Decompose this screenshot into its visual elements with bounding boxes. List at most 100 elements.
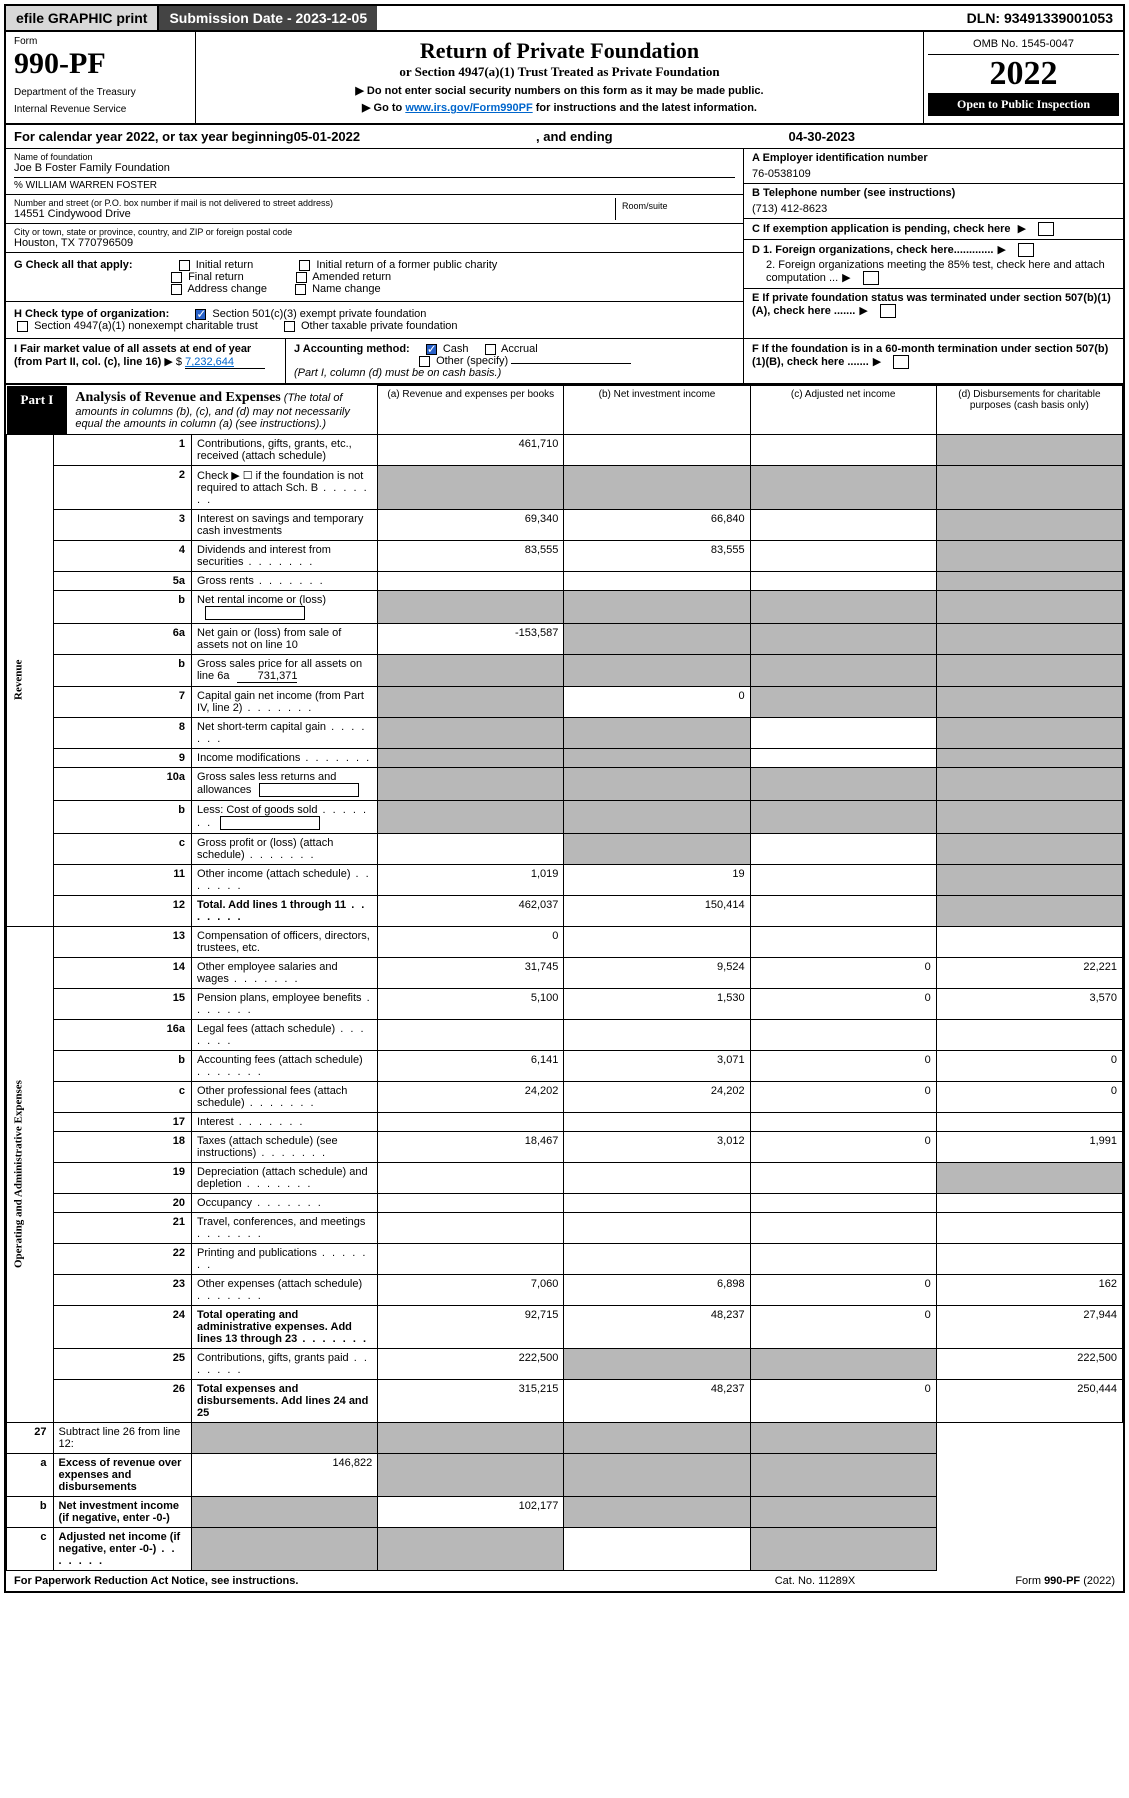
line-desc: Interest . . . . . . . xyxy=(192,1112,378,1131)
cell-a: 146,822 xyxy=(192,1453,378,1496)
line-desc: Interest on savings and temporary cash i… xyxy=(192,509,378,540)
line-number: 24 xyxy=(53,1305,191,1348)
cell-b xyxy=(564,623,750,654)
cell-a: 18,467 xyxy=(378,1131,564,1162)
efile-print[interactable]: efile GRAPHIC print xyxy=(6,6,159,30)
line-desc: Less: Cost of goods sold . . . . . . . xyxy=(192,800,378,833)
line-number: 5a xyxy=(53,571,191,590)
col-b-header: (b) Net investment income xyxy=(564,386,750,435)
cell-b xyxy=(564,926,750,957)
line-number: 21 xyxy=(53,1212,191,1243)
cell-c xyxy=(564,1527,750,1570)
submission-date: Submission Date - 2023-12-05 xyxy=(159,6,377,30)
cell-a xyxy=(192,1527,378,1570)
accrual-checkbox[interactable] xyxy=(485,344,496,355)
cell-d: 1,991 xyxy=(936,1131,1122,1162)
line-desc: Total operating and administrative expen… xyxy=(192,1305,378,1348)
cell-b xyxy=(564,1348,750,1379)
final-return-checkbox[interactable] xyxy=(171,272,182,283)
line-number: 9 xyxy=(53,748,191,767)
line-number: b xyxy=(53,800,191,833)
section-label: Operating and Administrative Expenses xyxy=(7,926,54,1422)
line-desc: Gross sales less returns and allowances xyxy=(192,767,378,800)
cell-b: 1,530 xyxy=(564,988,750,1019)
cell-b: 66,840 xyxy=(564,509,750,540)
line-number: 17 xyxy=(53,1112,191,1131)
line-number: 1 xyxy=(53,434,191,465)
instructions-link[interactable]: www.irs.gov/Form990PF xyxy=(405,102,532,114)
d1-checkbox[interactable] xyxy=(1018,243,1034,257)
cell-c xyxy=(750,800,936,833)
line-desc: Pension plans, employee benefits . . . .… xyxy=(192,988,378,1019)
table-row: bNet investment income (if negative, ent… xyxy=(7,1496,1123,1527)
cell-b xyxy=(564,748,750,767)
line-number: 22 xyxy=(53,1243,191,1274)
cell-b xyxy=(564,1019,750,1050)
cell-b xyxy=(564,590,750,623)
cash-checkbox[interactable] xyxy=(426,344,437,355)
cell-d xyxy=(936,800,1122,833)
line-desc: Legal fees (attach schedule) . . . . . .… xyxy=(192,1019,378,1050)
cell-a: 6,141 xyxy=(378,1050,564,1081)
form-page: efile GRAPHIC print Submission Date - 20… xyxy=(4,4,1125,1593)
line-number: 25 xyxy=(53,1348,191,1379)
cell-c xyxy=(750,833,936,864)
cell-a: 7,060 xyxy=(378,1274,564,1305)
line-desc: Accounting fees (attach schedule) . . . … xyxy=(192,1050,378,1081)
line-number: 19 xyxy=(53,1162,191,1193)
cell-a xyxy=(378,800,564,833)
table-row: 7Capital gain net income (from Part IV, … xyxy=(7,686,1123,717)
cell-a xyxy=(378,1243,564,1274)
table-row: 3Interest on savings and temporary cash … xyxy=(7,509,1123,540)
part1-table: Part I Analysis of Revenue and Expenses … xyxy=(6,385,1123,1571)
d2-checkbox[interactable] xyxy=(863,271,879,285)
table-row: 20Occupancy . . . . . . . xyxy=(7,1193,1123,1212)
cell-b xyxy=(564,1162,750,1193)
line-number: 23 xyxy=(53,1274,191,1305)
cell-d: 222,500 xyxy=(936,1348,1122,1379)
g-check-row: G Check all that apply: Initial return I… xyxy=(6,253,743,302)
c-checkbox[interactable] xyxy=(1038,222,1054,236)
other-method-checkbox[interactable] xyxy=(419,356,430,367)
cell-a: 24,202 xyxy=(378,1081,564,1112)
cell-b xyxy=(378,1527,564,1570)
table-row: bAccounting fees (attach schedule) . . .… xyxy=(7,1050,1123,1081)
cell-a xyxy=(378,1212,564,1243)
other-taxable-checkbox[interactable] xyxy=(284,321,295,332)
cell-a xyxy=(378,833,564,864)
501c3-checkbox[interactable] xyxy=(195,309,206,320)
line-desc: Taxes (attach schedule) (see instruction… xyxy=(192,1131,378,1162)
line-number: 14 xyxy=(53,957,191,988)
cell-c: 0 xyxy=(750,1379,936,1422)
cell-b xyxy=(564,1193,750,1212)
form-title-block: Return of Private Foundation or Section … xyxy=(196,32,923,123)
e-checkbox[interactable] xyxy=(880,304,896,318)
cell-d xyxy=(936,1019,1122,1050)
amended-return-checkbox[interactable] xyxy=(296,272,307,283)
line-desc: Occupancy . . . . . . . xyxy=(192,1193,378,1212)
initial-public-charity-checkbox[interactable] xyxy=(299,260,310,271)
cell-b: 0 xyxy=(564,686,750,717)
cell-d xyxy=(936,833,1122,864)
address-change-checkbox[interactable] xyxy=(171,284,182,295)
form-number: 990-PF xyxy=(14,47,187,81)
cell-d: 22,221 xyxy=(936,957,1122,988)
cell-c xyxy=(750,1019,936,1050)
cell-d xyxy=(936,748,1122,767)
f-checkbox[interactable] xyxy=(893,355,909,369)
table-row: 26Total expenses and disbursements. Add … xyxy=(7,1379,1123,1422)
cell-c xyxy=(564,1453,750,1496)
cell-c xyxy=(750,1243,936,1274)
name-change-checkbox[interactable] xyxy=(295,284,306,295)
cell-b: 150,414 xyxy=(564,895,750,926)
fmv-value[interactable]: 7,232,644 xyxy=(185,356,265,369)
cell-d: 0 xyxy=(936,1050,1122,1081)
line-number: a xyxy=(7,1453,54,1496)
table-row: bLess: Cost of goods sold . . . . . . . xyxy=(7,800,1123,833)
table-row: 16aLegal fees (attach schedule) . . . . … xyxy=(7,1019,1123,1050)
4947a1-checkbox[interactable] xyxy=(17,321,28,332)
cell-d: 3,570 xyxy=(936,988,1122,1019)
initial-return-checkbox[interactable] xyxy=(179,260,190,271)
table-row: aExcess of revenue over expenses and dis… xyxy=(7,1453,1123,1496)
cell-a: 315,215 xyxy=(378,1379,564,1422)
